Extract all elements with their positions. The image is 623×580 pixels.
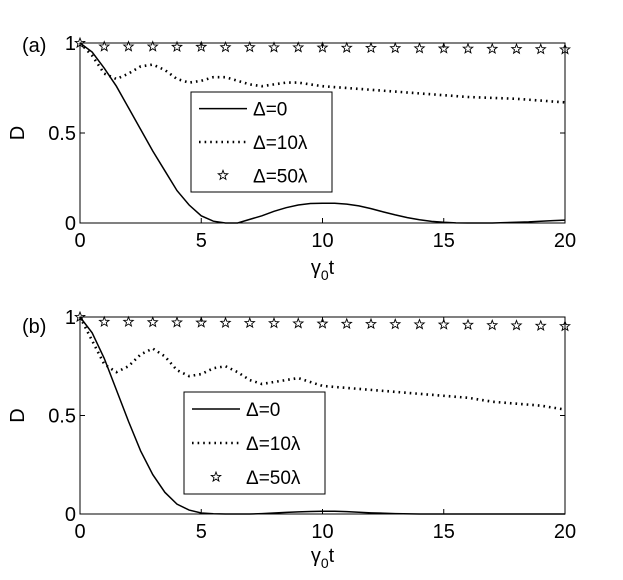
y-axis-label: D [7,126,29,140]
series-marker-delta-50lambda [462,318,474,330]
legend-swatch-star [210,470,222,483]
series-marker-delta-50lambda [146,316,159,328]
series-marker-delta-50lambda [510,319,523,331]
series-marker-delta-50lambda [486,318,499,331]
series-marker-delta-50lambda [389,41,402,54]
series-marker-delta-50lambda [98,315,111,328]
series-line-delta-10lambda [78,316,566,411]
x-tick-label: 0 [74,230,85,252]
y-axis-label: D [7,408,29,422]
legend: Δ=0 Δ=10λ Δ=50λ [183,391,326,495]
x-tick-label: 10 [311,230,333,252]
legend-label: Δ=50λ [246,468,301,489]
series-marker-delta-50lambda [486,42,499,55]
series-marker-delta-50lambda [437,318,450,330]
series-marker-delta-50lambda [292,41,305,53]
series-marker-delta-50lambda [146,40,159,52]
series-marker-delta-50lambda [268,41,280,53]
series-line-delta-0 [79,42,566,224]
y-tick-label: 1 [65,33,76,55]
series-marker-delta-50lambda [122,40,135,52]
series-marker-delta-50lambda [122,315,135,328]
series-line-delta-0 [79,316,565,515]
panel-b: 0 5 10 15 20 0 0.5 1 (b) γ0t D Δ=0 Δ=10λ Δ=50λ [7,307,576,571]
y-tick-label: 1 [65,307,76,329]
y-tick-label: 0 [65,504,76,526]
panel-label: (b) [22,316,46,338]
x-tick-label: 5 [196,521,207,543]
series-marker-delta-50lambda [340,41,353,53]
series-marker-delta-50lambda [219,41,232,53]
x-tick-label: 15 [433,230,455,252]
x-tick-label: 10 [311,521,333,543]
series-marker-delta-50lambda [534,319,547,331]
legend-label: Δ=0 [253,100,287,121]
x-tick-label: 20 [554,230,576,252]
series-marker-delta-50lambda [413,318,426,330]
series-marker-delta-50lambda [316,41,329,53]
series-marker-delta-50lambda [98,40,111,52]
series-marker-delta-50lambda [437,42,450,54]
y-tick-label: 0 [65,213,76,235]
series-marker-delta-50lambda [195,316,208,328]
series-marker-delta-50lambda [243,41,256,53]
legend-label: Δ=10λ [246,434,301,455]
legend: Δ=0 Δ=10λ Δ=50λ [190,91,333,193]
x-axis-label: γ0t [311,257,335,283]
series-marker-delta-50lambda [559,43,571,55]
series-marker-delta-50lambda [292,317,305,329]
series-marker-delta-50lambda [534,43,547,55]
legend-label: Δ=0 [246,400,280,421]
series-marker-delta-50lambda [389,318,402,330]
x-axis-label: γ0t [311,545,335,571]
series-marker-delta-50lambda [462,42,474,54]
series-marker-delta-50lambda [74,310,86,323]
series-marker-delta-50lambda [195,40,208,53]
series-marker-delta-50lambda [413,42,426,54]
series-marker-delta-50lambda [268,317,280,329]
series-marker-delta-50lambda [219,316,232,329]
series-marker-delta-50lambda [559,319,571,332]
series-marker-delta-50lambda [365,317,377,330]
series-marker-delta-50lambda [171,316,183,328]
panel-a: 0 5 10 15 20 0 0.5 1 (a) γ0t D Δ=0 Δ=10λ Δ=50λ [7,33,576,283]
legend-label: Δ=50λ [253,166,308,187]
legend-swatch-star [217,169,229,181]
series-marker-delta-50lambda [74,36,86,49]
legend-label: Δ=10λ [253,133,308,154]
y-tick-label: 0.5 [48,406,76,428]
x-tick-label: 0 [74,521,85,543]
x-tick-label: 20 [554,521,576,543]
x-tick-label: 15 [433,521,455,543]
series-marker-delta-50lambda [243,316,256,329]
panel-label: (a) [22,35,46,57]
series-line-delta-10lambda [79,42,566,104]
x-tick-label: 5 [196,230,207,252]
y-tick-label: 0.5 [48,123,76,145]
series-marker-delta-50lambda [510,42,523,55]
series-marker-delta-50lambda [340,317,353,329]
series-marker-delta-50lambda [316,317,329,329]
series-marker-delta-50lambda [171,40,183,53]
series-marker-delta-50lambda [365,41,377,54]
